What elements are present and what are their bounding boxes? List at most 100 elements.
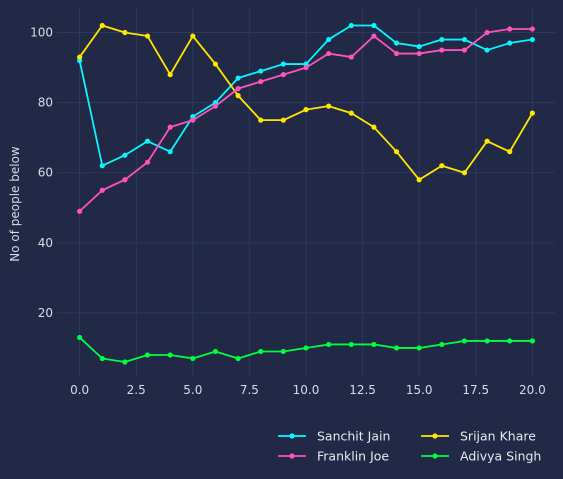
data-point-srijan-khare [416,177,422,183]
data-point-srijan-khare [167,71,173,78]
legend-marker-sanchit-jain [289,433,295,439]
y-axis-label: No of people below [8,146,22,262]
data-point-srijan-khare [348,110,354,116]
x-tick-label: 5.0 [183,383,202,397]
data-point-sanchit-jain [393,40,400,46]
data-point-adivya-singh [122,359,128,365]
data-point-franklin-joe [167,124,173,130]
legend-label-sanchit-jain: Sanchit Jain [317,429,390,444]
data-point-franklin-joe [258,79,264,85]
data-point-srijan-khare [461,170,468,176]
data-point-franklin-joe [507,26,513,32]
data-point-srijan-khare [529,110,535,116]
data-point-adivya-singh [461,338,468,344]
data-point-franklin-joe [416,50,422,57]
data-point-franklin-joe [371,33,377,39]
legend-marker-franklin-joe [289,453,295,459]
data-point-franklin-joe [190,117,196,123]
data-point-franklin-joe [348,54,354,60]
data-point-sanchit-jain [371,22,377,29]
legend-marker-srijan-khare [432,433,438,439]
y-tick-label: 80 [38,96,53,110]
data-point-adivya-singh [258,348,264,355]
data-point-franklin-joe [212,103,219,109]
y-tick-label: 100 [30,26,53,40]
legend-label-srijan-khare: Srijan Khare [460,429,536,444]
data-point-adivya-singh [439,341,445,348]
data-point-sanchit-jain [235,75,241,81]
data-point-adivya-singh [190,355,196,362]
data-point-sanchit-jain [348,22,354,29]
data-point-sanchit-jain [461,36,468,43]
data-point-srijan-khare [326,103,332,109]
data-point-srijan-khare [371,124,377,130]
x-tick-label: 7.5 [240,383,259,397]
data-point-srijan-khare [280,117,286,123]
legend: Sanchit Jain Srijan Khare Franklin Joe Adiv… [278,429,541,464]
data-point-srijan-khare [99,22,105,29]
data-point-franklin-joe [461,47,468,53]
data-point-adivya-singh [416,345,422,351]
data-point-franklin-joe [99,187,105,193]
x-tick-label: 20.0 [519,383,546,397]
y-tick-label: 40 [38,236,53,250]
data-point-srijan-khare [484,138,490,144]
x-tick-label: 2.5 [127,383,146,397]
data-point-srijan-khare [507,149,513,155]
data-point-srijan-khare [303,107,309,113]
x-axis-ticks: 0.0 2.5 5.0 7.5 10.0 12.5 15.0 17.5 20.0 [70,383,546,397]
x-tick-label: 10.0 [293,383,320,397]
data-point-sanchit-jain [439,36,445,43]
data-point-franklin-joe [235,86,241,92]
data-point-srijan-khare [393,149,400,155]
data-point-srijan-khare [144,33,151,39]
data-point-sanchit-jain [529,36,535,43]
x-tick-label: 0.0 [70,383,89,397]
data-point-franklin-joe [144,159,151,165]
data-point-srijan-khare [122,29,128,36]
data-point-adivya-singh [529,338,535,344]
data-point-adivya-singh [326,341,332,348]
data-point-adivya-singh [280,348,286,355]
data-point-franklin-joe [280,71,286,78]
data-point-srijan-khare [77,54,83,60]
data-point-sanchit-jain [326,36,332,43]
legend-marker-adivya-singh [432,453,438,459]
data-point-franklin-joe [529,26,535,32]
data-point-srijan-khare [235,93,241,99]
data-point-adivya-singh [507,338,513,344]
data-point-sanchit-jain [416,43,422,50]
legend-label-adivya-singh: Adivya Singh [460,449,541,464]
data-point-adivya-singh [144,352,151,358]
data-point-adivya-singh [212,348,219,355]
data-point-adivya-singh [371,341,377,348]
data-point-srijan-khare [190,33,196,39]
data-point-srijan-khare [258,117,264,123]
y-tick-label: 20 [38,306,53,320]
data-point-franklin-joe [326,50,332,57]
x-tick-label: 12.5 [349,383,376,397]
data-point-sanchit-jain [167,149,173,155]
data-point-franklin-joe [439,47,445,53]
data-point-srijan-khare [439,163,445,169]
data-point-franklin-joe [484,29,490,36]
data-point-adivya-singh [484,338,490,344]
series-points [77,22,535,365]
grid [57,8,555,376]
data-point-sanchit-jain [280,61,286,67]
data-point-sanchit-jain [144,138,151,144]
data-point-adivya-singh [99,355,105,362]
y-axis-ticks: 20 40 60 80 100 [30,26,53,320]
data-point-adivya-singh [348,341,354,348]
x-tick-label: 17.5 [462,383,489,397]
x-tick-label: 15.0 [406,383,433,397]
data-point-adivya-singh [77,334,83,341]
data-point-sanchit-jain [484,47,490,53]
data-point-adivya-singh [235,355,241,362]
data-point-sanchit-jain [122,152,128,158]
data-point-adivya-singh [303,345,309,351]
y-tick-label: 60 [38,166,53,180]
data-point-sanchit-jain [99,163,105,169]
data-point-franklin-joe [393,50,400,57]
